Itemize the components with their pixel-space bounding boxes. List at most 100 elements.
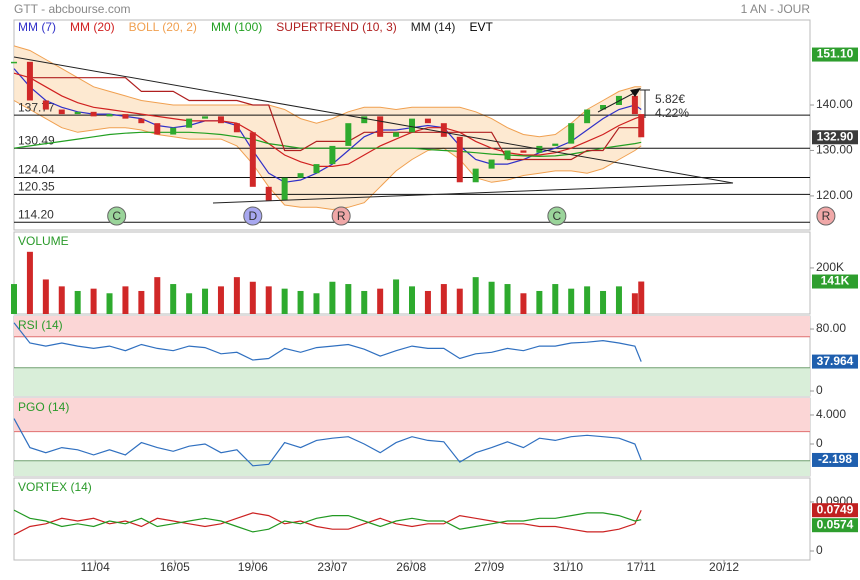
legend-entry: MM (20) <box>70 20 115 34</box>
volume-bar <box>281 288 288 314</box>
volume-bar <box>361 290 368 314</box>
signal-label: C <box>112 209 121 223</box>
value-box-label: 141K <box>821 274 850 288</box>
y-tick-label: 0 <box>816 436 823 450</box>
plot-layer: 120.00130.00140.00137.77130.49124.04120.… <box>11 19 858 574</box>
volume-bar <box>600 290 607 314</box>
candle <box>11 61 17 64</box>
bollinger-band <box>14 45 642 210</box>
volume-bar <box>456 288 463 314</box>
volume-bar <box>440 284 447 314</box>
volume-bar <box>638 281 645 314</box>
annotation: 4.22% <box>655 106 689 120</box>
candle <box>440 123 447 137</box>
volume-bar <box>170 284 177 314</box>
value-box <box>812 518 858 533</box>
panel-title: PGO (14) <box>18 400 69 414</box>
indicator-line <box>29 77 642 161</box>
volume-bar <box>520 293 527 314</box>
oversold-band <box>14 460 810 476</box>
y-tick-label: 140.00 <box>816 97 853 111</box>
level-label: 120.35 <box>18 179 55 193</box>
panel-title: VOLUME <box>18 234 69 248</box>
signal-badge <box>243 206 263 226</box>
candle <box>186 118 193 128</box>
y-tick-label: 200K <box>816 260 844 274</box>
volume-bar <box>249 281 256 314</box>
legend-entry: MM (14) <box>411 20 456 34</box>
volume-bar <box>217 286 224 314</box>
x-tick-label: 31/10 <box>553 560 583 574</box>
candle <box>377 116 384 137</box>
period: 1 AN - JOUR <box>741 2 811 16</box>
indicator-line <box>13 509 642 536</box>
indicator-line <box>13 68 642 183</box>
candle <box>424 118 431 124</box>
candle <box>409 118 415 133</box>
value-box-label: -2.198 <box>818 452 852 466</box>
candle <box>26 61 33 101</box>
arrow-head <box>630 88 641 97</box>
volume-bar <box>202 288 209 314</box>
candle <box>361 116 368 124</box>
candle <box>488 159 495 169</box>
volume-bar <box>504 284 511 314</box>
volume-bar <box>345 284 352 314</box>
signal-label: R <box>822 209 831 223</box>
overbought-band <box>14 316 810 337</box>
arrow-line <box>597 91 637 113</box>
candle <box>154 123 161 135</box>
volume-bar <box>313 293 320 314</box>
volume-bar <box>424 290 431 314</box>
volume-bar <box>233 277 240 314</box>
volume-bar <box>584 286 591 314</box>
overbought-band <box>14 398 810 432</box>
volume-bar <box>154 277 161 314</box>
volume-bar <box>472 277 479 314</box>
candle <box>631 95 638 115</box>
indicator-line <box>13 72 642 167</box>
candle <box>329 145 336 165</box>
panel-frame <box>13 477 811 561</box>
y-tick-label: 0 <box>816 383 823 397</box>
legend-entry: BOLL (20, 2) <box>129 20 197 34</box>
y-tick-label: 4.000 <box>816 407 846 421</box>
level-label: 124.04 <box>18 163 55 177</box>
x-tick-label: 26/08 <box>396 560 426 574</box>
volume-bar <box>536 290 543 314</box>
volume-bar <box>138 290 145 314</box>
volume-bar <box>74 290 81 314</box>
x-tick-label: 11/04 <box>81 560 110 574</box>
candle <box>313 164 320 174</box>
value-box <box>812 47 858 62</box>
value-box-label: 132.90 <box>817 129 854 143</box>
y-tick-label: 130.00 <box>816 143 853 157</box>
volume-bar <box>552 284 559 314</box>
candle <box>249 132 256 187</box>
y-tick-label: 80.00 <box>816 321 846 335</box>
candle <box>122 114 129 119</box>
candle <box>58 109 65 115</box>
candle <box>170 127 177 135</box>
volume-bar <box>488 281 495 314</box>
value-box-label: 37.964 <box>817 354 854 368</box>
volume-bar <box>106 293 113 314</box>
panel-frame <box>13 19 811 231</box>
candle <box>504 150 511 160</box>
candle <box>552 143 559 146</box>
candle <box>520 150 527 153</box>
candle <box>42 100 49 110</box>
value-box <box>812 274 858 289</box>
candle <box>74 111 81 115</box>
volume-bar <box>265 286 272 314</box>
volume-bar <box>186 293 193 314</box>
trendline <box>13 56 734 184</box>
value-box <box>812 452 858 467</box>
signal-badge <box>331 206 351 226</box>
candle <box>138 118 145 124</box>
x-tick-label: 27/09 <box>474 560 504 574</box>
legend-entry: MM (7) <box>18 20 56 34</box>
volume-bar <box>122 286 129 314</box>
level-label: 114.20 <box>18 207 54 221</box>
